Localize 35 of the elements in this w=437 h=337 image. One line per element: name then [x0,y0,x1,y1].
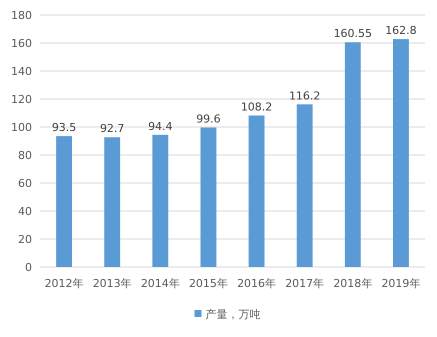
bar [200,128,216,267]
data-label: 93.5 [52,121,76,134]
y-tick-label: 100 [11,121,32,134]
bar [344,42,361,267]
y-tick-label: 160 [11,37,32,50]
bar [104,137,120,267]
bar [392,39,409,267]
y-tick-label: 80 [18,149,32,162]
data-label: 99.6 [196,112,221,126]
data-label: 162.8 [385,24,417,38]
data-label: 160.55 [334,27,372,40]
legend-label: 产量，万吨 [206,308,260,321]
data-label: 108.2 [240,100,272,114]
x-tick-label: 2012年 [44,277,84,290]
x-tick-label: 2016年 [237,277,276,290]
data-label: 94.4 [148,120,173,133]
y-tick-label: 0 [25,261,32,274]
y-tick-label: 140 [11,65,32,78]
bar [56,136,72,267]
bar [152,134,168,267]
x-tick-label: 2019年 [381,277,420,290]
bar [296,104,313,267]
x-tick-label: 2015年 [188,277,228,290]
x-tick-label: 2014年 [140,277,180,290]
data-label: 116.2 [288,89,320,102]
x-tick-label: 2018年 [333,277,372,290]
y-tick-label: 180 [11,9,32,22]
x-tick-label: 2013年 [92,277,132,290]
x-tick-label: 2017年 [285,277,324,290]
y-tick-label: 120 [11,93,32,106]
y-tick-label: 40 [18,205,32,218]
data-label: 92.7 [100,122,124,136]
bar [248,116,265,267]
y-tick-label: 60 [18,177,32,190]
y-tick-label: 20 [18,233,32,246]
